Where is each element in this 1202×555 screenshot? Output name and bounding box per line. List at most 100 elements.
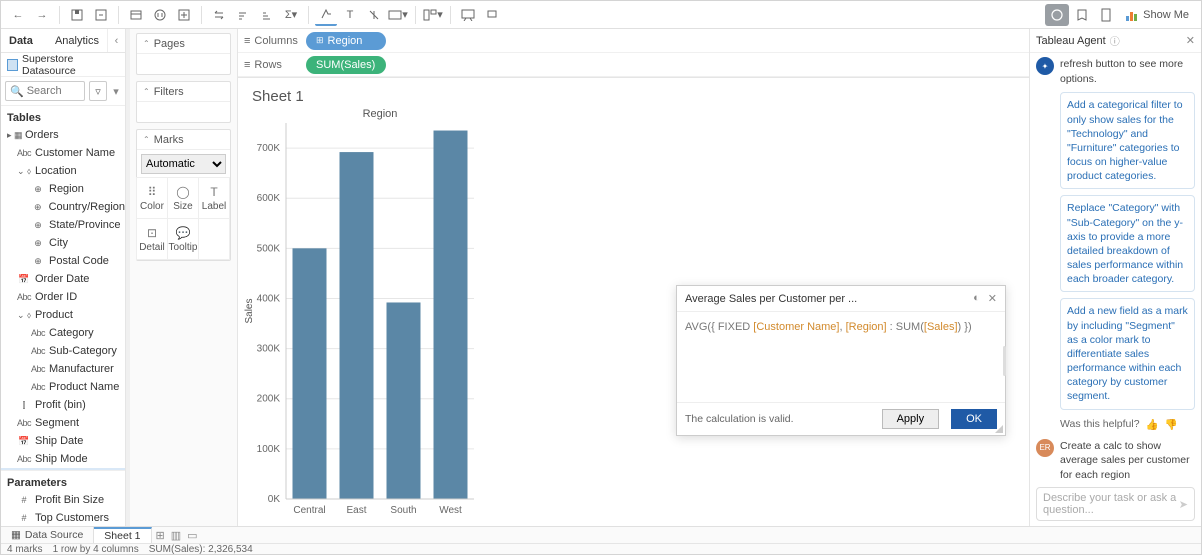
show-me-label: Show Me — [1143, 9, 1189, 21]
calc-formula[interactable]: AVG({ FIXED [Customer Name], [Region] : … — [677, 312, 1005, 402]
format-button[interactable] — [363, 4, 385, 26]
field-sub-category[interactable]: AbcSub-Category — [1, 342, 125, 360]
search-field[interactable]: 🔍 — [5, 81, 85, 101]
field-order-id[interactable]: AbcOrder ID — [1, 288, 125, 306]
new-story-tab-button[interactable]: ▭ — [187, 529, 197, 542]
undo-button[interactable]: ← — [7, 4, 29, 26]
show-cards-button[interactable]: ▾ — [422, 4, 444, 26]
calc-close-icon[interactable]: ✕ — [988, 292, 997, 305]
field-postal-code[interactable]: ⊕Postal Code — [1, 252, 125, 270]
calc-expand-icon[interactable]: ◐ — [973, 292, 980, 305]
agent-suggestion-2[interactable]: Add a new field as a mark by including "… — [1060, 298, 1195, 409]
data-source-tab[interactable]: ▦ Data Source — [1, 527, 94, 543]
new-worksheet-tab-button[interactable]: ⊞ — [156, 529, 165, 542]
field-location[interactable]: ⌄ ⬨Location — [1, 162, 125, 180]
field-country-region[interactable]: ⊕Country/Region — [1, 198, 125, 216]
field-product[interactable]: ⌄ ⬨Product — [1, 306, 125, 324]
calc-ok-button[interactable]: OK — [951, 409, 997, 429]
data-guide-button[interactable] — [1095, 4, 1117, 26]
swap-button[interactable] — [208, 4, 230, 26]
tableau-agent-button[interactable] — [1045, 4, 1069, 26]
share-button[interactable] — [481, 4, 503, 26]
marks-card: ⌃Marks Automatic ⠿Color◯SizeTLabel⊡Detai… — [136, 129, 231, 261]
rows-shelf[interactable]: ≡Rows SUM(Sales) — [238, 53, 1029, 77]
pause-updates-button[interactable] — [149, 4, 171, 26]
marks-size[interactable]: ◯Size — [167, 177, 199, 219]
new-dashboard-tab-button[interactable]: ▥ — [171, 529, 181, 542]
fit-button[interactable]: ▾ — [387, 4, 409, 26]
datasource-name: Superstore Datasource — [22, 53, 119, 77]
agent-top-text: refresh button to see more options. — [1060, 57, 1195, 86]
calc-resize-handle[interactable] — [1003, 316, 1007, 406]
calc-apply-button[interactable]: Apply — [882, 409, 940, 429]
collapse-data-panel[interactable]: ‹ — [107, 29, 125, 52]
svg-text:East: East — [346, 505, 366, 516]
tab-analytics[interactable]: Analytics — [47, 29, 107, 52]
columns-shelf[interactable]: ≡Columns ⊞Region — [238, 29, 1029, 53]
svg-text:100K: 100K — [257, 444, 281, 455]
parameters-header: Parameters — [1, 470, 125, 491]
sheet-tab[interactable]: Sheet 1 — [94, 527, 151, 543]
marks-label[interactable]: TLabel — [198, 177, 230, 219]
pill-icon: ⊞ — [316, 35, 324, 46]
field-manufacturer[interactable]: AbcManufacturer — [1, 360, 125, 378]
totals-button[interactable]: Σ▾ — [280, 4, 302, 26]
agent-input[interactable]: Describe your task or ask a question... … — [1036, 487, 1195, 521]
status-sum: SUM(Sales): 2,326,534 — [149, 544, 253, 555]
showme-icon — [1125, 8, 1139, 22]
thumbs-up-icon[interactable]: 👍 — [1146, 418, 1159, 431]
svg-text:Sales: Sales — [244, 298, 255, 323]
marks-tooltip[interactable]: 💬Tooltip — [167, 218, 199, 260]
marks-color[interactable]: ⠿Color — [136, 177, 168, 219]
field-category[interactable]: AbcCategory — [1, 324, 125, 342]
field-menu-button[interactable]: ▾ — [111, 85, 121, 98]
sort-desc-button[interactable] — [256, 4, 278, 26]
param-top-customers[interactable]: #Top Customers — [1, 509, 125, 527]
data-panel: Data Analytics ‹ Superstore Datasource 🔍… — [1, 29, 126, 527]
pages-card[interactable]: ⌃Pages — [136, 33, 231, 75]
columns-pill-region[interactable]: ⊞Region — [306, 32, 386, 50]
redo-button[interactable]: → — [31, 4, 53, 26]
save-button[interactable] — [66, 4, 88, 26]
tab-data[interactable]: Data — [1, 29, 47, 52]
show-me-button[interactable]: Show Me — [1119, 4, 1195, 26]
calc-corner-handle[interactable] — [995, 425, 1003, 433]
field-profit-bin-[interactable]: ⫿Profit (bin) — [1, 396, 125, 414]
sort-asc-button[interactable] — [232, 4, 254, 26]
sheet-title[interactable]: Sheet 1 — [238, 78, 1029, 107]
field-customer-name[interactable]: AbcCustomer Name — [1, 144, 125, 162]
marks-type-select[interactable]: Automatic — [141, 154, 226, 174]
presentation-button[interactable] — [457, 4, 479, 26]
datasource-row[interactable]: Superstore Datasource — [1, 53, 125, 77]
agent-suggestion-1[interactable]: Replace "Category" with "Sub-Category" o… — [1060, 195, 1195, 292]
highlight-button[interactable] — [315, 4, 337, 26]
field-order-date[interactable]: 📅Order Date — [1, 270, 125, 288]
field-region[interactable]: ⊕Region — [1, 180, 125, 198]
field-product-name[interactable]: AbcProduct Name — [1, 378, 125, 396]
new-worksheet-button[interactable] — [173, 4, 195, 26]
main-toolbar: ← → Σ▾ T ▾ ▾ Show Me — [1, 1, 1201, 29]
thumbs-down-icon[interactable]: 👎 — [1165, 418, 1178, 431]
field-segment[interactable]: AbcSegment — [1, 414, 125, 432]
guide-button[interactable] — [1071, 4, 1093, 26]
field-state-province[interactable]: ⊕State/Province — [1, 216, 125, 234]
labels-button[interactable]: T — [339, 4, 361, 26]
rows-pill-sales[interactable]: SUM(Sales) — [306, 56, 386, 74]
filters-card[interactable]: ⌃Filters — [136, 81, 231, 123]
revert-button[interactable] — [90, 4, 112, 26]
agent-close-icon[interactable]: ✕ — [1186, 34, 1195, 47]
field-ship-date[interactable]: 📅Ship Date — [1, 432, 125, 450]
marks-detail[interactable]: ⊡Detail — [136, 218, 168, 260]
svg-text:500K: 500K — [257, 243, 281, 254]
field-city[interactable]: ⊕City — [1, 234, 125, 252]
search-input[interactable] — [27, 85, 80, 97]
agent-send-icon[interactable]: ➤ — [1179, 498, 1188, 511]
field-filter-button[interactable]: ▿ — [89, 81, 107, 101]
field-ship-mode[interactable]: AbcShip Mode — [1, 450, 125, 468]
param-profit-bin-size[interactable]: #Profit Bin Size — [1, 491, 125, 509]
agent-info-icon[interactable]: ⓘ — [1110, 33, 1120, 48]
field-orders[interactable]: ▸ ▦Orders — [1, 126, 125, 144]
new-datasource-button[interactable] — [125, 4, 147, 26]
agent-suggestion-0[interactable]: Add a categorical filter to only show sa… — [1060, 92, 1195, 189]
calc-status: The calculation is valid. — [685, 413, 794, 425]
